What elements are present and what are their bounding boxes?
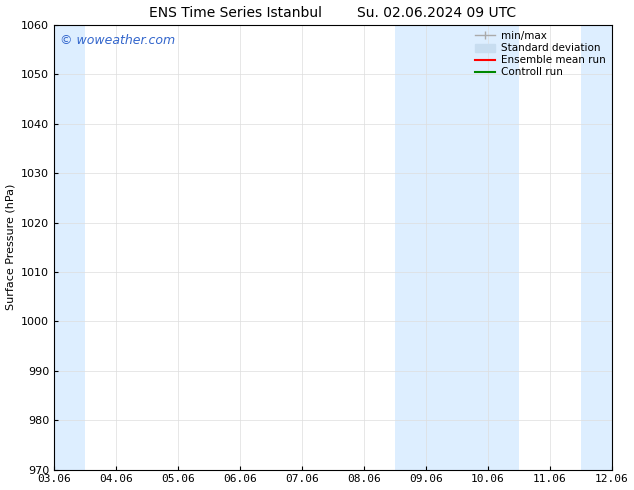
Text: © woweather.com: © woweather.com xyxy=(60,34,175,47)
Title: ENS Time Series Istanbul        Su. 02.06.2024 09 UTC: ENS Time Series Istanbul Su. 02.06.2024 … xyxy=(149,5,517,20)
Bar xyxy=(581,25,634,469)
Y-axis label: Surface Pressure (hPa): Surface Pressure (hPa) xyxy=(6,184,16,311)
Bar xyxy=(395,25,519,469)
Legend: min/max, Standard deviation, Ensemble mean run, Controll run: min/max, Standard deviation, Ensemble me… xyxy=(472,28,609,80)
Bar xyxy=(23,25,85,469)
